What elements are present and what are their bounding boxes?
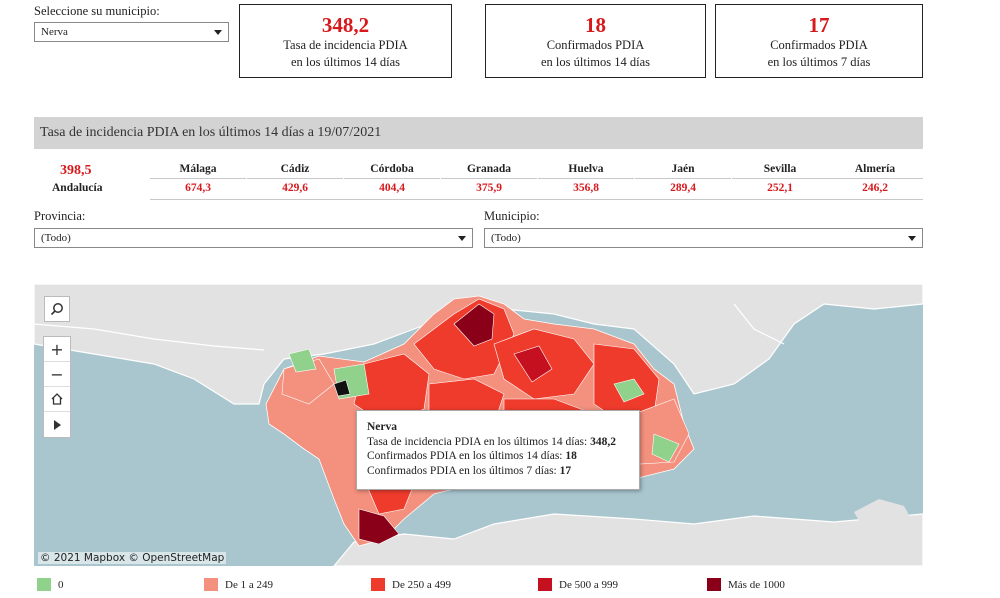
legend-label: 0 <box>58 578 64 591</box>
plus-icon: + <box>50 339 64 359</box>
border-line <box>34 303 785 351</box>
province-cell[interactable]: Huelva 356,8 <box>538 160 634 197</box>
section-banner: Tasa de incidencia PDIA en los últimos 1… <box>34 117 923 149</box>
province-cell[interactable]: Málaga 674,3 <box>150 160 246 197</box>
choropleth-map[interactable]: + − © 2021 Mapbox © OpenStreetMap Nerva … <box>34 284 923 566</box>
play-button[interactable] <box>44 412 70 437</box>
map-tooltip: Nerva Tasa de incidencia PDIA en los últ… <box>356 410 640 490</box>
tooltip-row-label: Confirmados PDIA en los últimos 7 días: <box>367 464 557 477</box>
province-value: 356,8 <box>538 178 634 197</box>
province-value: 289,4 <box>635 178 731 197</box>
province-cell[interactable]: Jaén 289,4 <box>635 160 731 197</box>
province-value: 429,6 <box>247 178 343 197</box>
zoom-out-button[interactable]: − <box>44 362 70 387</box>
legend-swatch <box>37 578 51 591</box>
province-cell[interactable]: Cádiz 429,6 <box>247 160 343 197</box>
province-name: Córdoba <box>370 163 414 175</box>
legend-swatch <box>538 578 552 591</box>
kpi-confirmed-7d: 17 Confirmados PDIA en los últimos 7 día… <box>715 4 923 78</box>
legend-swatch <box>707 578 721 591</box>
tooltip-row: Tasa de incidencia PDIA en los últimos 1… <box>367 435 629 450</box>
province-name: Granada <box>466 163 512 175</box>
province-value: 252,1 <box>732 178 828 197</box>
legend-label: De 1 a 249 <box>225 578 273 591</box>
africa-land <box>333 513 923 566</box>
provincia-filter[interactable]: (Todo) <box>34 228 473 248</box>
legend-item[interactable]: De 1 a 249 <box>204 578 273 591</box>
tooltip-row-label: Tasa de incidencia PDIA en los últimos 1… <box>367 435 588 448</box>
map-search-button[interactable] <box>44 296 70 322</box>
map-legend: 0 De 1 a 249 De 250 a 499 De 500 a 999 M… <box>34 578 934 594</box>
province-value: 246,2 <box>827 178 923 197</box>
municipio-filter-value: (Todo) <box>491 232 521 244</box>
tooltip-title: Nerva <box>367 421 398 433</box>
kpi-sublabel: en los últimos 14 días <box>540 55 651 69</box>
province-table: Málaga 674,3 Cádiz 429,6 Córdoba 404,4 G… <box>150 160 923 200</box>
kpi-value: 18 <box>585 13 606 37</box>
province-name: Cádiz <box>280 163 310 175</box>
provincia-filter-value: (Todo) <box>41 232 71 244</box>
chevron-down-icon <box>214 30 222 35</box>
chevron-down-icon <box>908 236 916 241</box>
municipio-filter-label: Municipio: <box>484 209 540 223</box>
legend-item[interactable]: Más de 1000 <box>707 578 785 591</box>
tooltip-row-value: 17 <box>559 464 572 477</box>
municipio-filter[interactable]: (Todo) <box>484 228 923 248</box>
province-value: 674,3 <box>150 178 246 197</box>
andalucia-label: Andalucía <box>52 182 103 194</box>
legend-label: Más de 1000 <box>728 578 785 591</box>
province-cell[interactable]: Córdoba 404,4 <box>344 160 440 197</box>
municipio-selector[interactable]: Nerva <box>34 22 229 42</box>
tooltip-row-value: 18 <box>565 450 577 462</box>
kpi-label: Confirmados PDIA <box>770 38 868 52</box>
provincia-filter-label: Provincia: <box>34 209 86 223</box>
kpi-label: Tasa de incidencia PDIA <box>283 38 408 52</box>
legend-label: De 500 a 999 <box>559 578 618 591</box>
kpi-incidence-rate: 348,2 Tasa de incidencia PDIA en los últ… <box>239 4 452 78</box>
kpi-value: 17 <box>808 13 830 37</box>
home-button[interactable] <box>44 387 70 412</box>
kpi-confirmed-14d: 18 Confirmados PDIA en los últimos 14 dí… <box>485 4 706 78</box>
map-attribution[interactable]: © 2021 Mapbox © OpenStreetMap <box>38 552 227 564</box>
province-name: Almería <box>854 163 896 175</box>
chevron-down-icon <box>458 236 466 241</box>
legend-label: De 250 a 499 <box>392 578 451 591</box>
zoom-in-button[interactable]: + <box>44 337 70 362</box>
province-name: Jaén <box>671 163 695 175</box>
province-name: Sevilla <box>763 163 797 175</box>
tooltip-row-label: Confirmados PDIA en los últimos 14 días: <box>367 450 563 462</box>
tooltip-row-value: 348,2 <box>590 435 616 448</box>
province-name: Málaga <box>179 163 217 175</box>
tooltip-row: Confirmados PDIA en los últimos 7 días: … <box>367 464 629 479</box>
province-name: Huelva <box>568 163 604 175</box>
home-icon <box>51 393 63 405</box>
province-cell[interactable]: Sevilla 252,1 <box>732 160 828 197</box>
legend-item[interactable]: De 500 a 999 <box>538 578 618 591</box>
kpi-label: Confirmados PDIA <box>546 38 645 52</box>
legend-item[interactable]: De 250 a 499 <box>371 578 451 591</box>
minus-icon: − <box>50 364 64 384</box>
kpi-sublabel: en los últimos 14 días <box>290 55 401 69</box>
balearic-island <box>854 499 914 534</box>
legend-swatch <box>371 578 385 591</box>
province-value: 375,9 <box>441 178 537 197</box>
province-cell[interactable]: Granada 375,9 <box>441 160 537 197</box>
legend-swatch <box>204 578 218 591</box>
kpi-sublabel: en los últimos 7 días <box>767 55 871 69</box>
tooltip-row: Confirmados PDIA en los últimos 14 días:… <box>367 449 629 464</box>
legend-item[interactable]: 0 <box>37 578 64 591</box>
municipio-selector-label: Seleccione su municipio: <box>34 4 160 18</box>
play-icon <box>54 419 61 430</box>
kpi-value: 348,2 <box>321 13 370 37</box>
province-value: 404,4 <box>344 178 440 197</box>
map-controls: + − <box>43 336 71 438</box>
andalucia-value: 398,5 <box>60 163 92 178</box>
municipio-selector-value: Nerva <box>41 26 68 38</box>
search-icon <box>50 303 63 316</box>
province-cell[interactable]: Almería 246,2 <box>827 160 923 197</box>
